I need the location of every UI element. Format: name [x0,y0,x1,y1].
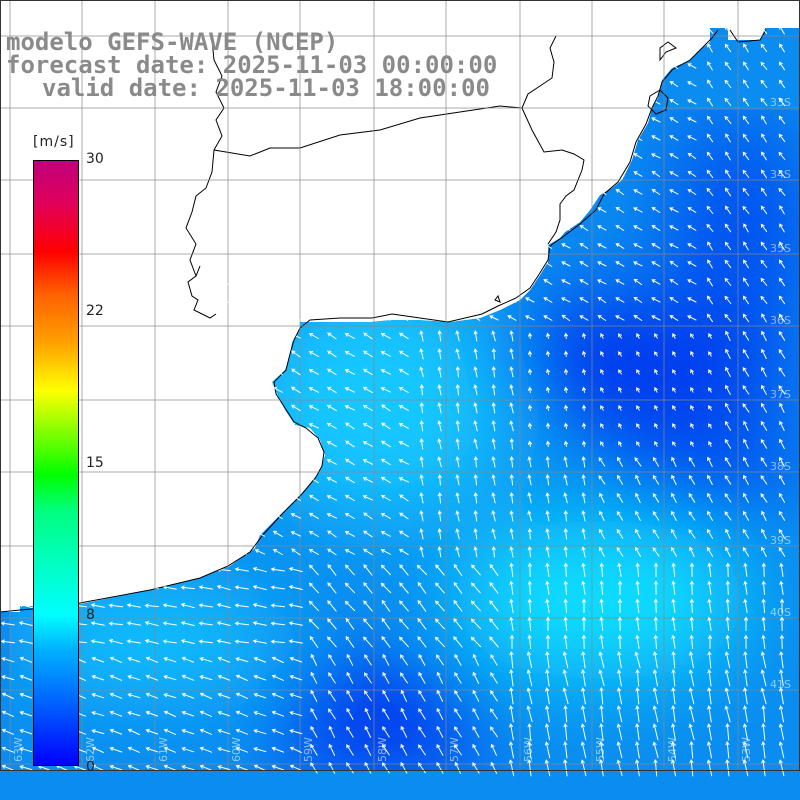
lon-label: 62W [84,737,97,762]
valid-date: valid date: 2025-11-03 18:00:00 [42,74,490,102]
land-mass [0,0,800,612]
lon-label: 55W [594,737,607,762]
colorbar-tick: 22 [86,303,104,319]
lat-label: 36S [770,314,791,327]
colorbar-tick: 15 [86,455,104,471]
colorbar-tick: 0 [86,759,95,775]
colorbar [33,160,79,766]
lon-label: 63W [12,737,25,762]
forecast-date: forecast date: 2025-11-03 00:00:00 [6,51,498,79]
lat-label: 41S [770,678,791,691]
lat-label: 39S [770,534,791,547]
lon-label: 54W [666,737,679,762]
lat-label: 37S [770,388,791,401]
model-title: modelo GEFS-WAVE (NCEP) [6,28,339,56]
lon-label: 53W [740,737,753,762]
latitude-labels: 33S 34S 35S 36S 37S 38S 39S 40S 41S [770,96,791,691]
lon-label: 56W [522,737,535,762]
lon-label: 61W [157,737,170,762]
lat-label: 33S [770,96,791,109]
longitude-labels: 63W 62W 61W 60W 59W 58W 57W 56W 55W 54W … [12,737,753,762]
graticule [0,0,800,770]
lat-label: 40S [770,606,791,619]
lon-label: 60W [230,737,243,762]
lat-label: 34S [770,168,791,181]
lat-label: 35S [770,242,791,255]
lon-label: 59W [302,737,315,762]
colorbar-tick: 30 [86,151,104,167]
lon-label: 57W [448,737,461,762]
colorbar-unit: [m/s] [33,134,75,150]
lat-label: 38S [770,460,791,473]
lon-label: 58W [376,737,389,762]
colorbar-tick: 8 [86,607,95,623]
